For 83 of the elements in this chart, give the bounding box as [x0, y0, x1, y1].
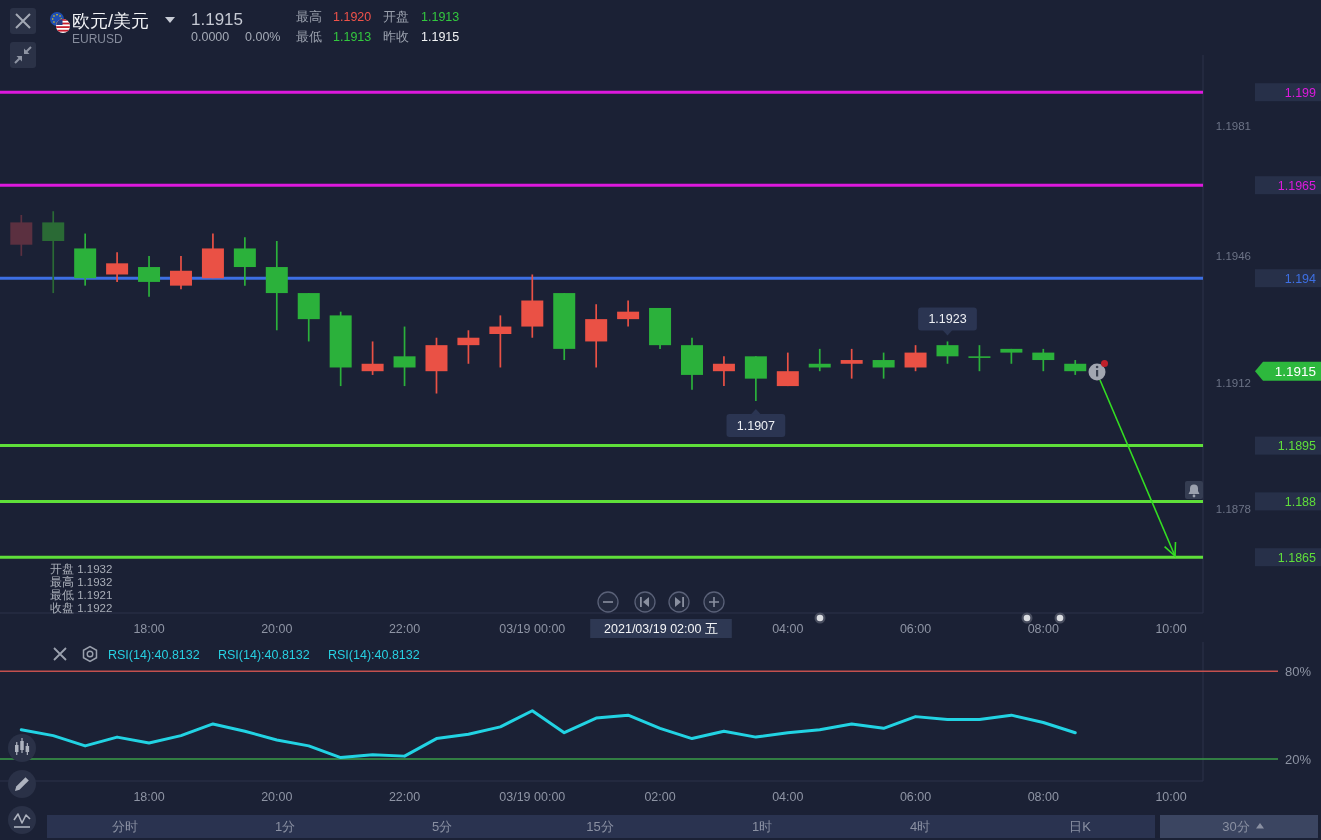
y-tick-label: 1.1878	[1215, 502, 1251, 515]
candlestick	[10, 214, 33, 257]
candlestick	[1032, 348, 1055, 373]
text: 最高	[296, 9, 322, 24]
text: 开盘	[383, 10, 409, 24]
candlestick	[233, 236, 256, 287]
x-tick-label: 06:00	[899, 622, 932, 636]
chart-subtitle: EURUSD	[72, 32, 124, 46]
candlestick	[585, 303, 608, 369]
candlestick	[904, 344, 927, 373]
annotation: RSI(14):40.8132	[108, 648, 200, 662]
x-tick-label: 08:00	[1027, 790, 1059, 804]
line-series	[19, 709, 1077, 760]
x-tick-label: 20:00	[261, 790, 293, 804]
y-tick-label: 1.1981	[1215, 119, 1251, 132]
y-tick-label: 1.1946	[1215, 250, 1251, 263]
x-tick-label: 04:00	[772, 790, 804, 804]
ref-line-label: 1.1865	[1277, 550, 1317, 565]
annotation: 开盘 1.1932	[50, 563, 113, 575]
candlestick	[776, 351, 799, 387]
candlestick	[169, 255, 192, 291]
x-tick-label: 02:00	[644, 790, 676, 804]
candlestick	[936, 340, 959, 365]
candlestick	[872, 351, 895, 380]
text: 1.1913	[333, 30, 372, 44]
y-tick-label: 1.1912	[1215, 376, 1251, 389]
candlestick	[617, 299, 640, 328]
candlestick	[712, 355, 735, 387]
x-tick-label: 06:00	[899, 790, 932, 804]
candlestick	[42, 210, 65, 294]
x-tick-label: 08:00	[1027, 622, 1059, 636]
text: 5分	[431, 819, 453, 834]
ref-line-label: 1.199	[1284, 85, 1317, 100]
text: 30分	[1222, 819, 1250, 834]
x-tick-label: 10:00	[1155, 622, 1187, 636]
x-tick-label: 22:00	[388, 790, 421, 804]
annotation: 1.1907	[736, 418, 776, 433]
y-tick-label: 20%	[1285, 751, 1312, 767]
text: 15分	[586, 819, 614, 834]
text: 1.1920	[333, 10, 372, 24]
text: 最低	[296, 30, 322, 44]
annotation: 最高 1.1932	[50, 575, 113, 588]
x-tick-label: 10:00	[1155, 790, 1187, 804]
text: 0.0000	[191, 30, 230, 44]
text: 1分	[274, 819, 296, 834]
ref-line-label: 1.1965	[1277, 178, 1317, 193]
text: 2021/03/19 02:00 五	[604, 622, 718, 636]
annotation: 1.1923	[928, 312, 967, 327]
x-tick-label: 03/19 00:00	[499, 622, 566, 636]
x-tick-label: 03/19 00:00	[499, 790, 566, 804]
annotation: RSI(14):40.8132	[218, 648, 310, 662]
annotation: 最低 1.1921	[50, 589, 113, 601]
candlestick	[840, 348, 863, 380]
text: 日K	[1069, 819, 1092, 834]
text: 1.1915	[421, 30, 460, 44]
candlestick	[106, 251, 129, 283]
text: 1.1915	[191, 10, 243, 29]
candlestick	[744, 355, 767, 402]
text: 1时	[751, 819, 773, 834]
x-tick-label: 04:00	[772, 622, 804, 636]
candlestick	[489, 314, 512, 369]
candlestick	[138, 255, 161, 298]
text: 昨收	[383, 30, 409, 44]
text: 1.1913	[421, 10, 460, 24]
candlestick	[361, 340, 384, 376]
ref-line-label: 1.188	[1284, 494, 1317, 509]
candlestick	[457, 329, 480, 365]
y-tick-label: 80%	[1285, 663, 1312, 679]
text: 4时	[909, 819, 931, 834]
x-tick-label: 20:00	[261, 622, 293, 636]
x-tick-label: 18:00	[133, 790, 165, 804]
candlestick	[393, 325, 416, 387]
x-tick-label: 22:00	[388, 622, 421, 636]
text: 分时	[112, 819, 138, 834]
candlestick	[968, 344, 991, 373]
ref-line-label: 1.194	[1284, 271, 1317, 286]
text: 0.00%	[245, 30, 281, 44]
chart-title: 欧元/美元	[72, 11, 150, 31]
x-tick-label: 18:00	[133, 622, 165, 636]
annotation: 收盘 1.1922	[50, 602, 113, 614]
annotation: RSI(14):40.8132	[328, 648, 420, 662]
ref-line-label: 1.1895	[1277, 439, 1317, 454]
text: 1.1915	[1274, 364, 1316, 380]
